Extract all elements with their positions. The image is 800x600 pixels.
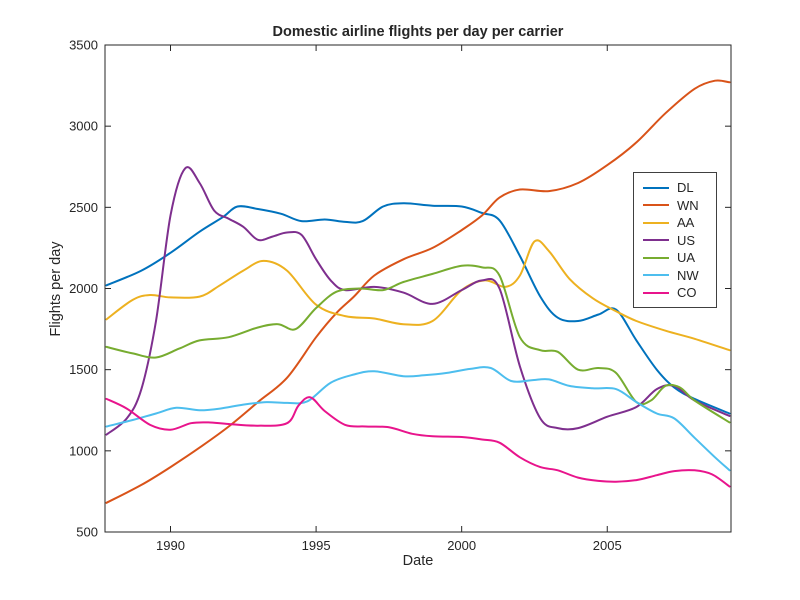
legend-line-swatch <box>643 274 669 276</box>
legend-line-swatch <box>643 256 669 259</box>
legend-item-DL: DL <box>643 179 707 196</box>
legend-label: WN <box>677 197 699 213</box>
series-line-AA <box>105 239 731 352</box>
chart-title: Domestic airline flights per day per car… <box>272 24 564 40</box>
series-group <box>105 79 731 504</box>
legend-label: UA <box>677 250 696 265</box>
y-tick-label: 3000 <box>69 119 98 134</box>
y-tick-label: 1000 <box>69 443 98 458</box>
legend-item-NW: NW <box>643 267 707 284</box>
y-tick-label: 2500 <box>69 200 98 215</box>
y-tick-label: 3500 <box>69 38 98 53</box>
legend-item-CO: CO <box>643 284 707 301</box>
series-line-CO <box>105 396 731 488</box>
legend-line-swatch <box>643 221 669 224</box>
legend-label: CO <box>677 285 697 300</box>
legend-label: DL <box>677 180 694 195</box>
x-tick-label: 1990 <box>156 538 185 553</box>
legend-item-WN: WN <box>643 197 707 214</box>
series-line-WN <box>105 79 731 504</box>
x-tick-label: 1995 <box>302 538 331 553</box>
legend-line-swatch <box>643 204 669 206</box>
legend-item-US: US <box>643 232 707 249</box>
x-tick-label: 2005 <box>593 538 622 553</box>
x-tick-label: 2000 <box>447 538 476 553</box>
x-axis-label: Date <box>402 553 434 569</box>
legend-line-swatch <box>643 291 669 294</box>
y-tick-label: 500 <box>76 525 98 540</box>
legend: DL WN AA US UA NW CO <box>633 172 717 308</box>
y-tick-label: 1500 <box>69 362 98 377</box>
legend-item-UA: UA <box>643 249 707 266</box>
legend-label: AA <box>677 215 695 230</box>
series-line-DL <box>105 202 731 415</box>
legend-item-AA: AA <box>643 214 707 231</box>
legend-label: NW <box>677 267 699 283</box>
series-line-NW <box>105 366 731 472</box>
y-tick-label: 2000 <box>69 281 98 296</box>
legend-line-swatch <box>643 186 669 189</box>
legend-line-swatch <box>643 239 669 241</box>
legend-label: US <box>677 232 696 248</box>
